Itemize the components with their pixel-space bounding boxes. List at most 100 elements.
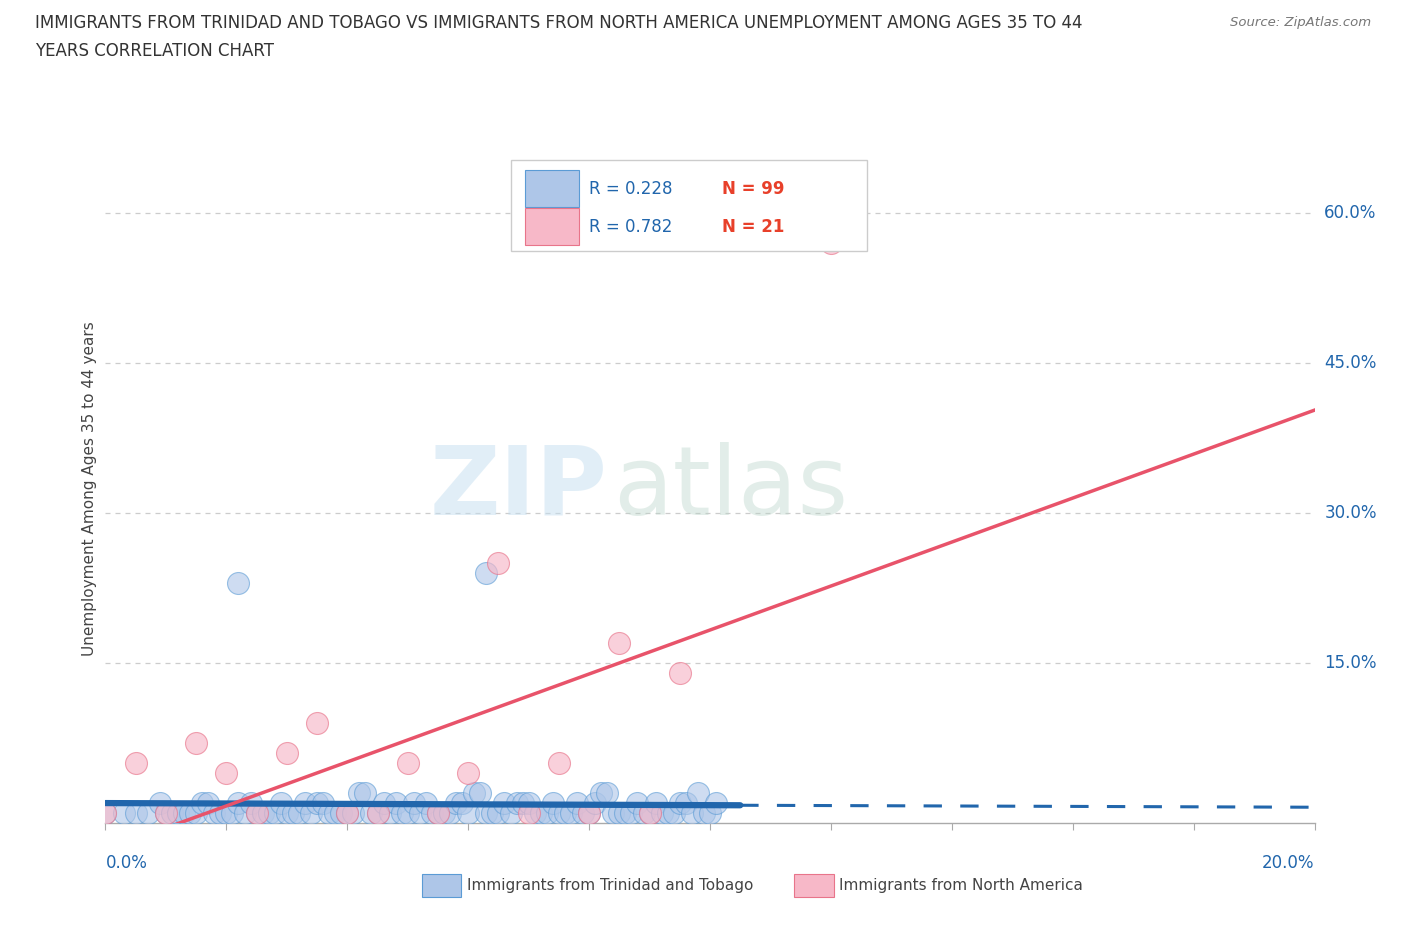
Point	[215, 765, 238, 780]
Text: YEARS CORRELATION CHART: YEARS CORRELATION CHART	[35, 42, 274, 60]
Point	[155, 805, 177, 820]
Point	[307, 796, 329, 811]
Point	[494, 796, 516, 811]
Text: 15.0%: 15.0%	[1324, 654, 1376, 672]
Point	[299, 805, 322, 820]
Point	[591, 786, 613, 801]
Text: Immigrants from Trinidad and Tobago: Immigrants from Trinidad and Tobago	[467, 878, 754, 893]
Point	[560, 805, 582, 820]
Point	[463, 786, 485, 801]
Point	[173, 805, 195, 820]
Point	[307, 716, 329, 731]
Point	[541, 796, 564, 811]
Point	[402, 796, 425, 811]
Point	[94, 805, 117, 820]
Text: N = 21: N = 21	[723, 219, 785, 236]
FancyBboxPatch shape	[524, 208, 579, 246]
Point	[426, 805, 449, 820]
Point	[620, 805, 643, 820]
Point	[228, 576, 250, 591]
Point	[657, 805, 679, 820]
Point	[312, 796, 335, 811]
Point	[505, 796, 527, 811]
Point	[186, 805, 208, 820]
Point	[644, 796, 666, 811]
Point	[475, 805, 498, 820]
Point	[499, 805, 522, 820]
Point	[360, 805, 382, 820]
Point	[475, 565, 498, 580]
Point	[517, 796, 540, 811]
Point	[384, 796, 406, 811]
Point	[481, 805, 503, 820]
Point	[457, 805, 479, 820]
Point	[669, 666, 692, 681]
Text: R = 0.782: R = 0.782	[589, 219, 672, 236]
Text: IMMIGRANTS FROM TRINIDAD AND TOBAGO VS IMMIGRANTS FROM NORTH AMERICA UNEMPLOYMEN: IMMIGRANTS FROM TRINIDAD AND TOBAGO VS I…	[35, 14, 1083, 32]
Point	[699, 805, 721, 820]
Text: ZIP: ZIP	[429, 442, 607, 535]
Point	[209, 805, 232, 820]
Point	[578, 805, 600, 820]
Point	[426, 805, 449, 820]
Point	[396, 756, 419, 771]
Point	[186, 736, 208, 751]
Point	[512, 796, 534, 811]
Point	[197, 796, 219, 811]
Point	[686, 786, 709, 801]
Text: atlas: atlas	[613, 442, 848, 535]
Point	[554, 805, 576, 820]
Point	[457, 765, 479, 780]
Point	[263, 805, 285, 820]
Y-axis label: Unemployment Among Ages 35 to 44 years: Unemployment Among Ages 35 to 44 years	[82, 321, 97, 656]
Point	[638, 805, 661, 820]
Point	[160, 805, 183, 820]
Point	[451, 796, 474, 811]
Point	[191, 796, 214, 811]
Point	[245, 805, 267, 820]
Point	[323, 805, 346, 820]
Point	[415, 796, 437, 811]
Point	[638, 805, 661, 820]
Point	[669, 796, 692, 811]
Point	[565, 796, 588, 811]
Point	[373, 796, 395, 811]
Point	[614, 805, 637, 820]
Point	[281, 805, 304, 820]
Point	[336, 805, 359, 820]
FancyBboxPatch shape	[524, 170, 579, 207]
Point	[820, 236, 842, 251]
Text: 45.0%: 45.0%	[1324, 354, 1376, 372]
Point	[112, 805, 135, 820]
Text: 20.0%: 20.0%	[1263, 854, 1315, 871]
Point	[693, 805, 716, 820]
Point	[704, 796, 727, 811]
Point	[155, 805, 177, 820]
Point	[486, 556, 509, 571]
Point	[124, 805, 148, 820]
Point	[167, 805, 190, 820]
Point	[233, 805, 256, 820]
Text: Source: ZipAtlas.com: Source: ZipAtlas.com	[1230, 16, 1371, 29]
Point	[662, 805, 685, 820]
Point	[633, 805, 655, 820]
Point	[530, 805, 553, 820]
Point	[486, 805, 509, 820]
Point	[276, 805, 298, 820]
Point	[330, 805, 353, 820]
Text: N = 99: N = 99	[723, 179, 785, 198]
Point	[215, 805, 238, 820]
Point	[366, 805, 388, 820]
Point	[202, 805, 225, 820]
Text: Immigrants from North America: Immigrants from North America	[839, 878, 1083, 893]
Point	[94, 805, 117, 820]
Point	[578, 805, 600, 820]
Point	[517, 805, 540, 820]
Point	[651, 805, 673, 820]
Point	[149, 796, 172, 811]
Point	[136, 805, 159, 820]
Point	[257, 805, 280, 820]
Text: 30.0%: 30.0%	[1324, 504, 1376, 523]
Point	[681, 805, 703, 820]
Point	[270, 796, 292, 811]
